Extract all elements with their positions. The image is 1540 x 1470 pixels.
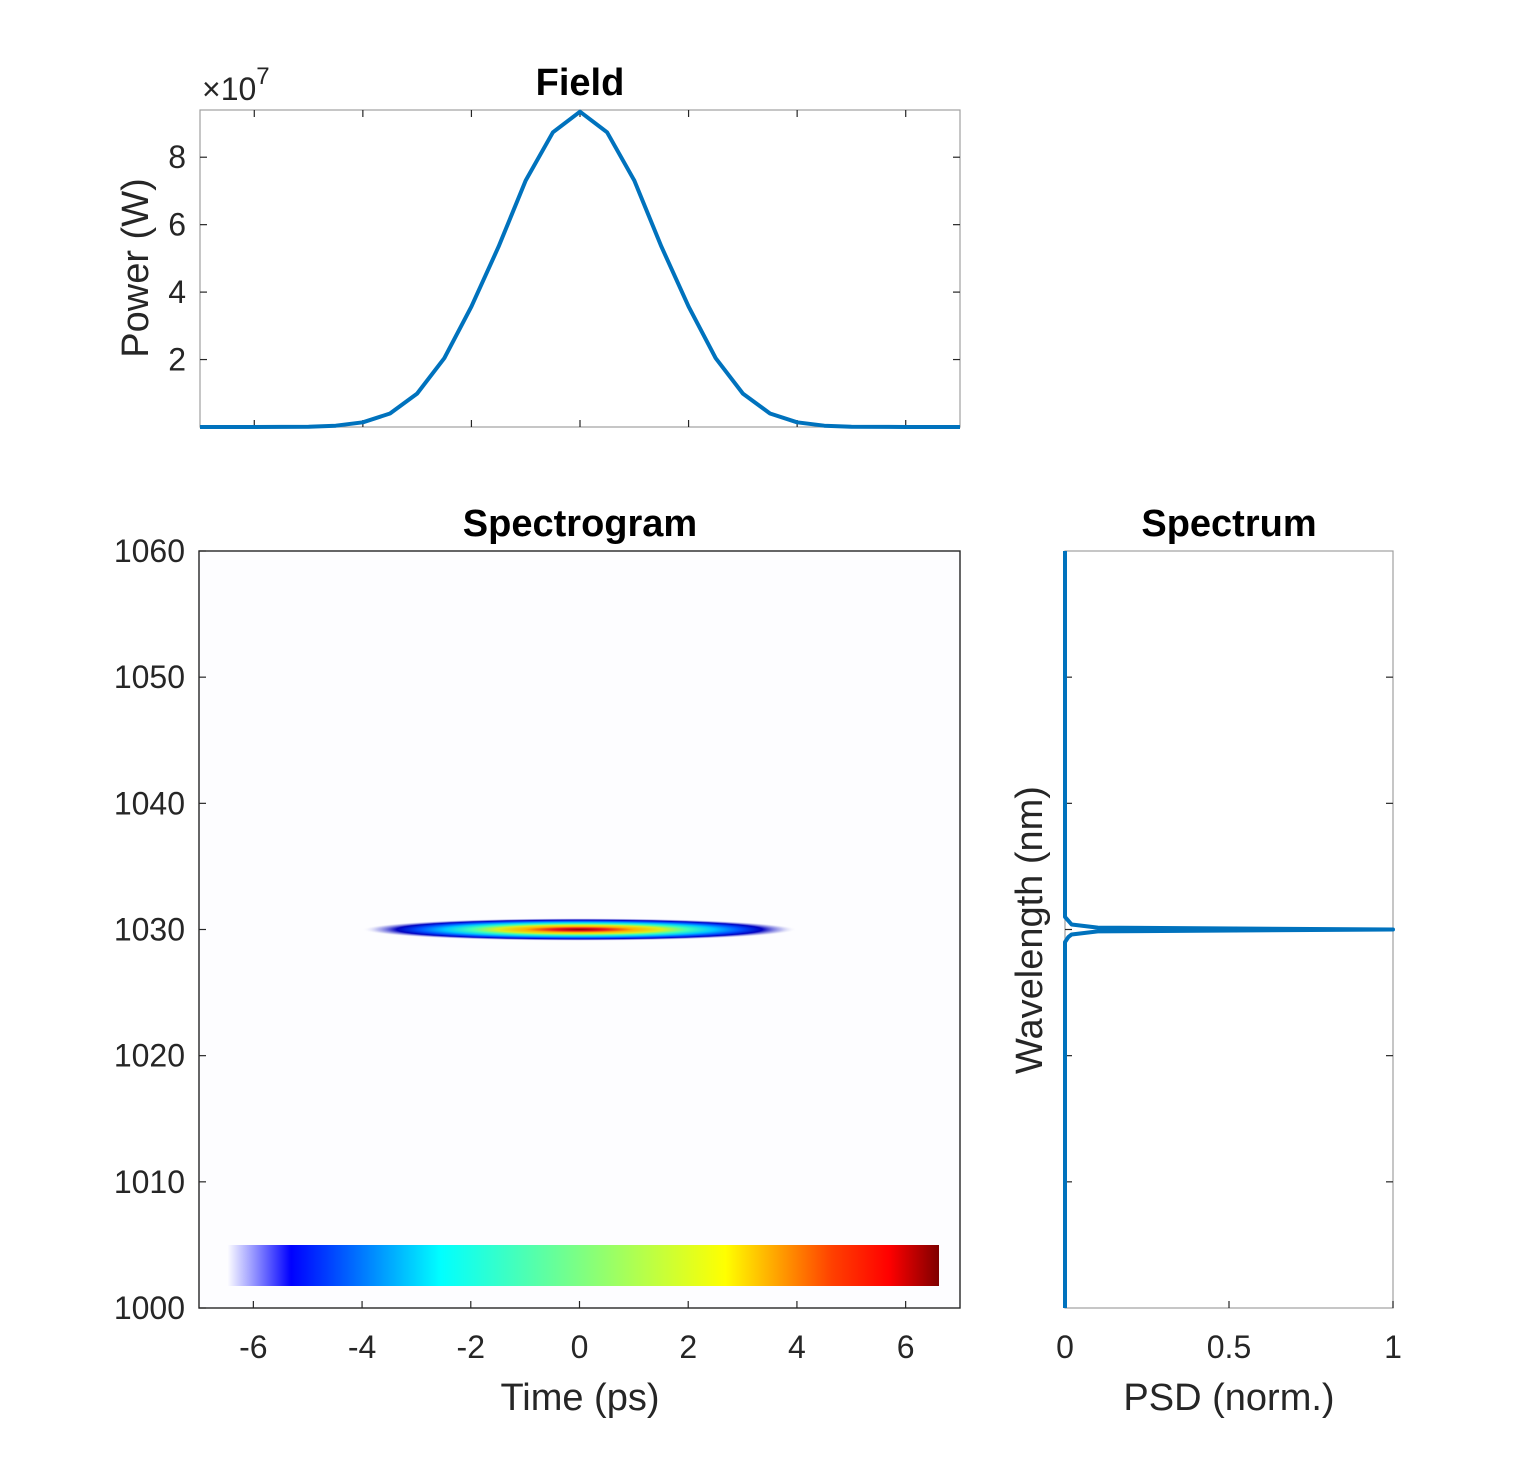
spectrogram-panel: Spectrogram Time (ps) -6 -4 -2 0 2 4 6 1000 1010… xyxy=(114,503,961,1419)
spectrogram-x-label: Time (ps) xyxy=(500,1377,659,1419)
spectrum-y-label: Wavelength (nm) xyxy=(1009,786,1051,1074)
spectrum-series-line xyxy=(1063,551,1395,1308)
spectrum-x-tick-label: 0.5 xyxy=(1207,1329,1251,1365)
field-y-tick-label: 8 xyxy=(168,139,186,175)
spectrogram-y-tick-label: 1040 xyxy=(114,785,185,821)
spectrogram-y-tick-label: 1060 xyxy=(114,533,185,569)
spectrogram-y-tick-label: 1000 xyxy=(114,1290,185,1326)
spectrogram-x-tick-label: -2 xyxy=(457,1329,485,1365)
spectrogram-title: Spectrogram xyxy=(463,503,697,545)
field-ticks: 2 4 6 8 xyxy=(168,110,960,427)
spectrogram-y-tick-label: 1050 xyxy=(114,659,185,695)
field-y-tick-label: 6 xyxy=(168,207,186,243)
field-title: Field xyxy=(536,62,625,104)
spectrum-panel: Spectrum PSD (norm.) Wavelength (nm) 0 0.… xyxy=(1009,503,1402,1419)
spectrogram-x-tick-label: 2 xyxy=(679,1329,697,1365)
spectrogram-x-tick-label: 0 xyxy=(571,1329,589,1365)
spectrum-ticks: 0 0.5 1 xyxy=(1056,676,1402,1365)
spectrogram-x-tick-label: -4 xyxy=(348,1329,376,1365)
field-y-exponent: ×107 xyxy=(202,63,270,107)
spectrogram-y-tick-label: 1030 xyxy=(114,912,185,948)
spectrogram-x-tick-label: 6 xyxy=(897,1329,915,1365)
spectrogram-y-tick-label: 1020 xyxy=(114,1038,185,1074)
field-y-tick-label: 4 xyxy=(168,274,186,310)
field-axes-frame xyxy=(199,109,961,428)
spectrogram-colorbar xyxy=(227,1245,939,1286)
spectrogram-x-tick-label: -6 xyxy=(239,1329,267,1365)
spectrogram-ticks: -6 -4 -2 0 2 4 6 1000 1010 1020 1030 1040 1050 1060 xyxy=(114,533,915,1365)
spectrum-x-tick-label: 1 xyxy=(1384,1329,1402,1365)
spectrogram-peak xyxy=(362,918,797,941)
spectrogram-x-tick-label: 4 xyxy=(788,1329,806,1365)
spectrogram-y-tick-label: 1010 xyxy=(114,1164,185,1200)
spectrum-x-tick-label: 0 xyxy=(1056,1329,1074,1365)
field-y-label: Power (W) xyxy=(115,178,157,357)
field-y-tick-label: 2 xyxy=(168,342,186,378)
field-panel: Field ×107 Power (W) 2 4 6 8 xyxy=(115,62,961,429)
spectrum-title: Spectrum xyxy=(1141,503,1316,545)
field-series-line xyxy=(200,109,960,429)
spectrum-x-label: PSD (norm.) xyxy=(1123,1377,1334,1419)
